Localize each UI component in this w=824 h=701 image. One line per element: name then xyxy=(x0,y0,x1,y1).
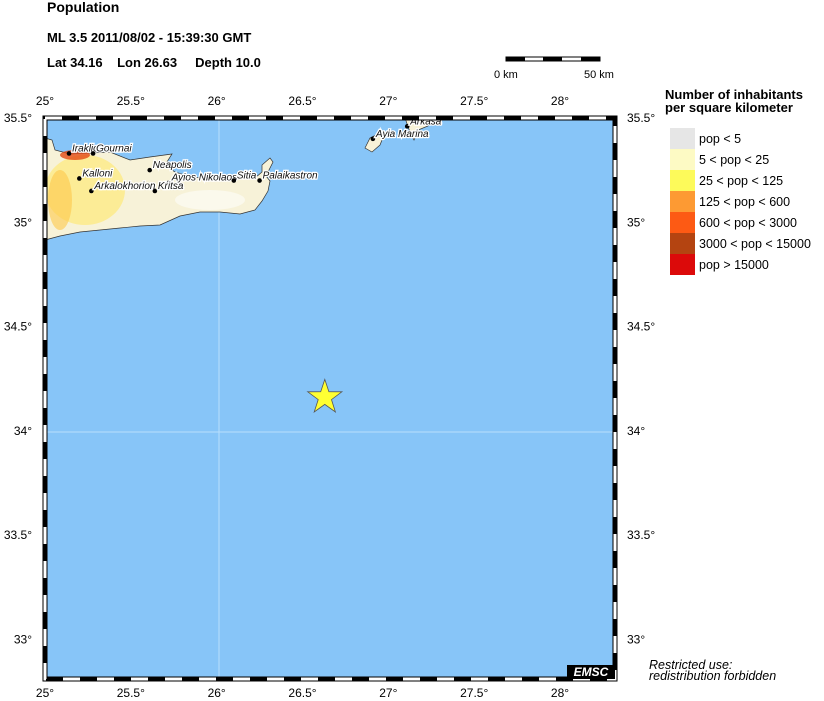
axis-tick-label: 25.5° xyxy=(117,94,145,108)
legend-swatch xyxy=(670,170,695,191)
city-dot xyxy=(66,151,72,156)
city-marker: Palaikastron xyxy=(257,169,319,183)
axis-tick-label: 33° xyxy=(627,632,645,646)
legend: pop < 5 5 < pop < 25 25 < pop < 125 125 < p… xyxy=(670,128,811,275)
city-marker: Arkalokhorion xyxy=(89,180,157,194)
axis-tick-label: 27° xyxy=(379,94,397,108)
city-dot xyxy=(152,188,158,194)
notice-line2: redistribution forbidden xyxy=(649,669,777,683)
city-label: Ayia Marina xyxy=(375,129,429,140)
legend-label: 600 < pop < 3000 xyxy=(699,215,798,230)
legend-label: 3000 < pop < 15000 xyxy=(699,236,811,251)
city-dot xyxy=(257,178,262,183)
axis-tick-label: 27° xyxy=(379,686,397,700)
axis-tick-label: 34° xyxy=(627,424,645,438)
legend-label: 5 < pop < 25 xyxy=(699,152,770,167)
legend-swatch xyxy=(670,254,695,275)
axis-tick-label: 27.5° xyxy=(460,94,488,108)
event-info: ML 3.5 2011/08/02 - 15:39:30 GMT xyxy=(47,30,252,45)
legend-item: 5 < pop < 25 xyxy=(670,149,811,170)
city-label: Arkalokhorion xyxy=(93,181,156,192)
axis-tick-label: 35° xyxy=(627,215,645,229)
city-label: Ayios Nikolaos xyxy=(171,173,238,184)
legend-swatch xyxy=(670,149,695,170)
legend-title-line2: per square kilometer xyxy=(665,100,793,115)
city-label: Gournai xyxy=(96,143,132,154)
axis-tick-label: 33.5° xyxy=(4,528,32,542)
city-label: Palaikastron xyxy=(263,171,318,182)
legend-item: pop < 5 xyxy=(670,128,811,149)
scale-bar xyxy=(505,56,601,62)
restriction-notice: Restricted use: redistribution forbidden xyxy=(649,658,777,683)
lat-label: Lat 34.16 xyxy=(47,55,103,70)
city-marker: Kritsa xyxy=(152,180,185,194)
scale-end: 50 km xyxy=(584,69,614,81)
axis-tick-label: 33.5° xyxy=(627,528,655,542)
axis-tick-label: 28° xyxy=(551,94,569,108)
axis-tick-label: 25° xyxy=(36,686,54,700)
legend-title: Number of inhabitants per square kilomet… xyxy=(665,88,803,114)
legend-swatch xyxy=(670,128,695,149)
legend-item: 25 < pop < 125 xyxy=(670,170,811,191)
axis-tick-label: 27.5° xyxy=(460,686,488,700)
legend-label: 125 < pop < 600 xyxy=(699,194,791,209)
axis-tick-label: 35.5° xyxy=(627,111,655,125)
city-label: Neapolis xyxy=(153,160,192,171)
legend-label: pop < 5 xyxy=(699,131,742,146)
legend-item: pop > 15000 xyxy=(670,254,811,275)
legend-item: 600 < pop < 3000 xyxy=(670,212,811,233)
legend-swatch xyxy=(670,233,695,254)
land-island xyxy=(364,133,385,153)
city-marker: Sitia xyxy=(231,169,258,183)
axis-tick-label: 34° xyxy=(14,424,32,438)
axis-tick-label: 35° xyxy=(14,215,32,229)
city-label: Kritsa xyxy=(158,181,184,192)
city-marker: Neapolis xyxy=(147,159,193,173)
axis-tick-label: 25.5° xyxy=(117,686,145,700)
city-dot xyxy=(90,151,96,156)
emsc-logo xyxy=(567,665,615,679)
city-marker: Ayia Marina xyxy=(370,128,430,142)
city-label: Kalloni xyxy=(82,168,113,179)
city-marker: Gournai xyxy=(90,142,134,156)
city-dot xyxy=(89,188,94,194)
axis-tick-label: 26° xyxy=(208,686,226,700)
legend-swatch xyxy=(670,212,695,233)
city-dot xyxy=(370,136,376,142)
emsc-logo-text: EMSC xyxy=(574,665,609,679)
city-dot xyxy=(166,180,171,185)
legend-swatch xyxy=(670,191,695,212)
lon-label: Lon 26.63 xyxy=(117,55,178,70)
axis-tick-label: 26° xyxy=(208,94,226,108)
axis-tick-label: 28° xyxy=(551,686,569,700)
city-marker: Kalloni xyxy=(77,167,114,181)
map-title: Population xyxy=(47,0,120,15)
legend-item: 125 < pop < 600 xyxy=(670,191,811,212)
map-frame-ticks xyxy=(43,116,617,681)
notice-line1: Restricted use: xyxy=(649,658,733,672)
legend-title-line1: Number of inhabitants xyxy=(665,87,803,102)
axis-tick-label: 34.5° xyxy=(627,320,655,334)
axis-tick-label: 26.5° xyxy=(288,686,316,700)
legend-label: pop > 15000 xyxy=(699,257,769,272)
land-crete xyxy=(44,137,274,241)
axis-tick-label: 34.5° xyxy=(4,320,32,334)
legend-item: 3000 < pop < 15000 xyxy=(670,233,811,254)
city-dot xyxy=(147,167,153,173)
epicenter-star-icon[interactable] xyxy=(306,378,344,414)
depth-label: Depth 10.0 xyxy=(195,55,261,70)
event-location: Lat 34.16 Lon 26.63 Depth 10.0 xyxy=(47,55,261,70)
axis-tick-label: 35.5° xyxy=(4,111,32,125)
city-dot xyxy=(404,124,410,129)
city-label: Sitia xyxy=(237,171,257,182)
scale-start: 0 km xyxy=(494,69,518,81)
legend-label: 25 < pop < 125 xyxy=(699,173,784,188)
city-marker: Ayios Nikolaos xyxy=(166,171,238,185)
city-dot xyxy=(77,176,82,181)
axis-tick-label: 33° xyxy=(14,632,32,646)
axis-tick-label: 26.5° xyxy=(288,94,316,108)
axis-tick-label: 25° xyxy=(36,94,54,108)
city-dot xyxy=(231,178,237,183)
